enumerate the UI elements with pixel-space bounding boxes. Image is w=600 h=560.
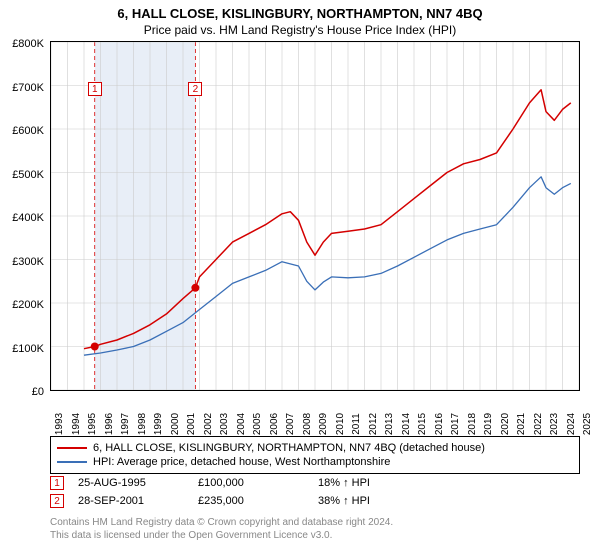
x-tick-label: 2004 (236, 413, 247, 435)
legend-item: 6, HALL CLOSE, KISLINGBURY, NORTHAMPTON,… (57, 441, 573, 455)
sale-date: 25-AUG-1995 (78, 477, 198, 489)
footer-line-1: Contains HM Land Registry data © Crown c… (50, 516, 580, 529)
sale-row: 2 28-SEP-2001£235,00038% ↑ HPI (50, 492, 580, 510)
sale-marker-badge: 2 (50, 494, 64, 508)
x-tick-label: 2008 (302, 413, 313, 435)
y-tick-label: £600K (12, 125, 44, 137)
x-tick-label: 2015 (417, 413, 428, 435)
y-tick-label: £500K (12, 169, 44, 181)
footer-attribution: Contains HM Land Registry data © Crown c… (50, 516, 580, 542)
x-tick-label: 1997 (120, 413, 131, 435)
x-tick-label: 2006 (269, 413, 280, 435)
sale-price: £235,000 (198, 495, 318, 507)
x-tick-label: 2023 (549, 413, 560, 435)
chart-marker-badge: 2 (188, 82, 202, 96)
x-tick-label: 2009 (318, 413, 329, 435)
x-tick-label: 2013 (384, 413, 395, 435)
legend-item: HPI: Average price, detached house, West… (57, 455, 573, 469)
x-tick-label: 2021 (516, 413, 527, 435)
x-tick-label: 2010 (335, 413, 346, 435)
footer-line-2: This data is licensed under the Open Gov… (50, 529, 580, 542)
y-tick-label: £400K (12, 212, 44, 224)
x-tick-label: 2002 (203, 413, 214, 435)
sale-delta: 18% ↑ HPI (318, 477, 438, 489)
x-tick-label: 2024 (566, 413, 577, 435)
x-tick-label: 2020 (500, 413, 511, 435)
x-tick-label: 2019 (483, 413, 494, 435)
chart-title: 6, HALL CLOSE, KISLINGBURY, NORTHAMPTON,… (0, 0, 600, 21)
y-tick-label: £200K (12, 299, 44, 311)
sale-price: £100,000 (198, 477, 318, 489)
x-tick-label: 1996 (104, 413, 115, 435)
x-tick-label: 2012 (368, 413, 379, 435)
chart-svg (51, 42, 579, 390)
x-tick-label: 2017 (450, 413, 461, 435)
x-tick-label: 2005 (252, 413, 263, 435)
y-tick-label: £300K (12, 256, 44, 268)
sale-row: 1 25-AUG-1995£100,00018% ↑ HPI (50, 474, 580, 492)
sale-delta: 38% ↑ HPI (318, 495, 438, 507)
x-tick-label: 2000 (170, 413, 181, 435)
chart-plot-area: 12 (50, 41, 580, 391)
x-axis-labels: 1993 1994 1995 1996 1997 1998 1999 2000 2001 2002… (50, 396, 580, 436)
legend: 6, HALL CLOSE, KISLINGBURY, NORTHAMPTON,… (50, 436, 580, 474)
x-tick-label: 2016 (434, 413, 445, 435)
x-tick-label: 2001 (186, 413, 197, 435)
sale-date: 28-SEP-2001 (78, 495, 198, 507)
x-tick-label: 1998 (137, 413, 148, 435)
x-tick-label: 1993 (54, 413, 65, 435)
x-tick-label: 1999 (153, 413, 164, 435)
y-tick-label: £0 (32, 386, 44, 398)
y-tick-label: £700K (12, 82, 44, 94)
x-tick-label: 2022 (533, 413, 544, 435)
chart-subtitle: Price paid vs. HM Land Registry's House … (0, 21, 600, 41)
y-tick-label: £800K (12, 38, 44, 50)
x-tick-label: 1994 (71, 413, 82, 435)
legend-swatch (57, 461, 87, 463)
sale-marker-badge: 1 (50, 476, 64, 490)
x-tick-label: 2011 (351, 413, 362, 435)
x-tick-label: 2014 (401, 413, 412, 435)
legend-swatch (57, 447, 87, 449)
legend-label: 6, HALL CLOSE, KISLINGBURY, NORTHAMPTON,… (93, 442, 485, 454)
legend-label: HPI: Average price, detached house, West… (93, 456, 390, 468)
x-tick-label: 1995 (87, 413, 98, 435)
x-tick-label: 2018 (467, 413, 478, 435)
y-tick-label: £100K (12, 343, 44, 355)
x-tick-label: 2025 (582, 413, 593, 435)
y-axis-labels: £0£100K£200K£300K£400K£500K£600K£700K£80… (0, 44, 48, 394)
x-tick-label: 2003 (219, 413, 230, 435)
x-tick-label: 2007 (285, 413, 296, 435)
sales-table: 1 25-AUG-1995£100,00018% ↑ HPI 2 28-SEP-200… (50, 474, 580, 510)
chart-marker-badge: 1 (88, 82, 102, 96)
